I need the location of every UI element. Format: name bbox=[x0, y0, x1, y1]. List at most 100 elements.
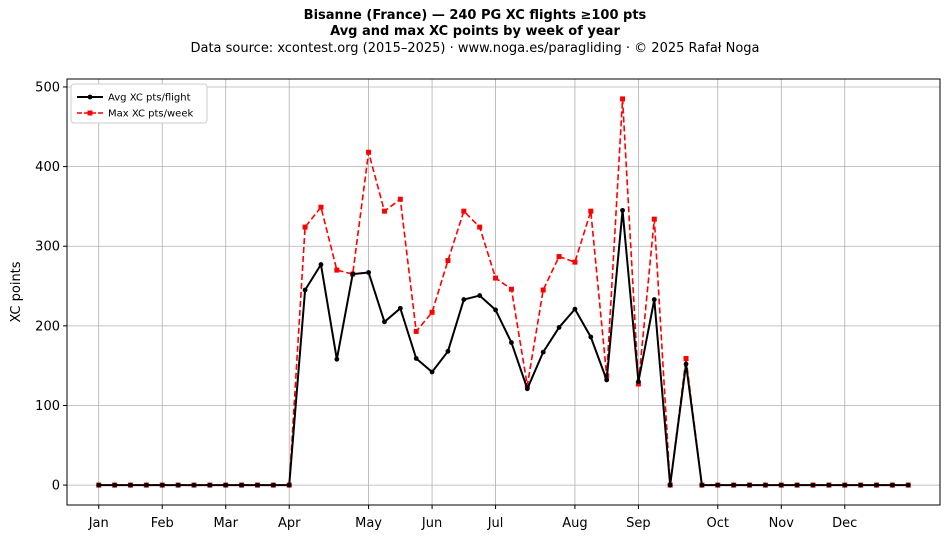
data-point-avg-xc-pts-flight bbox=[747, 482, 752, 488]
data-point-avg-xc-pts-flight bbox=[715, 482, 721, 488]
series-line-avg-xc-pts-flight bbox=[98, 209, 909, 487]
data-point-avg-xc-pts-flight bbox=[493, 307, 498, 313]
x-tick-label: Sep bbox=[626, 516, 651, 531]
data-point-max-xc-pts-week bbox=[318, 204, 324, 210]
legend-marker-avg-xc-pts-flight bbox=[87, 94, 93, 100]
data-point-max-xc-pts-week bbox=[413, 328, 419, 334]
data-point-avg-xc-pts-flight bbox=[270, 482, 276, 488]
data-point-avg-xc-pts-flight bbox=[286, 482, 292, 488]
data-point-avg-xc-pts-flight bbox=[636, 379, 641, 384]
data-point-avg-xc-pts-flight bbox=[842, 482, 848, 488]
data-point-max-xc-pts-week bbox=[620, 96, 626, 102]
legend: Avg XC pts/flight Max XC pts/week bbox=[70, 83, 208, 124]
data-point-avg-xc-pts-flight bbox=[350, 271, 356, 277]
x-tick-label: May bbox=[355, 516, 382, 531]
data-point-avg-xc-pts-flight bbox=[429, 369, 435, 375]
data-point-max-xc-pts-week bbox=[683, 355, 689, 361]
data-point-avg-xc-pts-flight bbox=[255, 482, 260, 488]
x-tick-label: Mar bbox=[213, 516, 238, 531]
x-tick-label: Jan bbox=[88, 516, 109, 531]
legend-marker-max-xc-pts-week bbox=[87, 110, 93, 116]
data-point-avg-xc-pts-flight bbox=[810, 482, 816, 488]
data-point-avg-xc-pts-flight bbox=[318, 262, 324, 267]
data-point-max-xc-pts-week bbox=[588, 208, 594, 214]
data-point-avg-xc-pts-flight bbox=[794, 482, 800, 488]
plot-frame bbox=[66, 78, 941, 506]
data-point-avg-xc-pts-flight bbox=[874, 482, 879, 488]
x-tick-label: Oct bbox=[707, 516, 729, 531]
data-point-max-xc-pts-week bbox=[381, 208, 387, 214]
data-point-avg-xc-pts-flight bbox=[413, 356, 419, 361]
x-tick-label: Jul bbox=[487, 516, 504, 531]
data-point-avg-xc-pts-flight bbox=[540, 349, 546, 355]
series-group bbox=[96, 96, 911, 488]
data-point-avg-xc-pts-flight bbox=[191, 482, 197, 488]
data-point-avg-xc-pts-flight bbox=[239, 482, 245, 488]
data-point-avg-xc-pts-flight bbox=[302, 287, 308, 293]
data-point-avg-xc-pts-flight bbox=[524, 386, 530, 392]
data-point-avg-xc-pts-flight bbox=[889, 482, 895, 488]
data-point-avg-xc-pts-flight bbox=[763, 482, 768, 488]
data-point-avg-xc-pts-flight bbox=[477, 293, 483, 298]
data-point-avg-xc-pts-flight bbox=[604, 377, 610, 383]
data-point-avg-xc-pts-flight bbox=[556, 325, 562, 330]
data-point-max-xc-pts-week bbox=[556, 254, 562, 260]
data-point-avg-xc-pts-flight bbox=[667, 482, 673, 488]
data-point-avg-xc-pts-flight bbox=[223, 482, 229, 488]
data-source-line: Data source: xcontest.org (2015–2025) · … bbox=[190, 41, 760, 56]
data-point-avg-xc-pts-flight bbox=[588, 334, 594, 340]
x-tick-label: Feb bbox=[151, 516, 174, 531]
data-point-max-xc-pts-week bbox=[334, 267, 340, 273]
data-point-avg-xc-pts-flight bbox=[572, 306, 578, 312]
data-point-avg-xc-pts-flight bbox=[905, 482, 911, 488]
data-point-avg-xc-pts-flight bbox=[143, 482, 149, 488]
data-point-avg-xc-pts-flight bbox=[699, 482, 705, 488]
data-point-max-xc-pts-week bbox=[445, 258, 451, 264]
y-axis-ticks: 0 100 200 300 400 500 bbox=[35, 80, 67, 494]
y-tick-label: 200 bbox=[35, 319, 60, 334]
data-point-avg-xc-pts-flight bbox=[509, 340, 514, 345]
legend-label-avg-xc-pts-flight: Avg XC pts/flight bbox=[108, 93, 191, 104]
chart-subtitle: Avg and max XC points by week of year bbox=[330, 24, 620, 39]
y-tick-label: 300 bbox=[35, 240, 60, 255]
x-tick-label: Dec bbox=[832, 516, 857, 531]
legend-label-max-xc-pts-week: Max XC pts/week bbox=[108, 109, 193, 120]
data-point-avg-xc-pts-flight bbox=[334, 356, 340, 362]
data-point-avg-xc-pts-flight bbox=[128, 482, 133, 488]
data-point-avg-xc-pts-flight bbox=[826, 482, 832, 488]
data-point-avg-xc-pts-flight bbox=[620, 207, 625, 213]
series-line-max-xc-pts-week bbox=[98, 98, 909, 486]
data-point-max-xc-pts-week bbox=[540, 287, 546, 293]
data-point-avg-xc-pts-flight bbox=[382, 319, 387, 325]
x-tick-label: Apr bbox=[278, 516, 301, 531]
data-point-max-xc-pts-week bbox=[572, 259, 578, 265]
data-point-max-xc-pts-week bbox=[397, 196, 403, 202]
data-point-avg-xc-pts-flight bbox=[461, 297, 467, 302]
x-axis-ticks: Jan Feb Mar Apr May Jun Jul Aug Sep Oct Nov Dec bbox=[88, 505, 857, 531]
y-axis-label: XC points bbox=[9, 261, 24, 322]
grid-lines bbox=[67, 79, 940, 505]
data-point-max-xc-pts-week bbox=[477, 224, 483, 230]
y-tick-label: 100 bbox=[35, 399, 60, 414]
data-point-max-xc-pts-week bbox=[493, 275, 499, 281]
data-point-max-xc-pts-week bbox=[508, 286, 514, 292]
data-point-avg-xc-pts-flight bbox=[175, 482, 181, 488]
x-tick-label: Aug bbox=[562, 516, 587, 531]
data-point-avg-xc-pts-flight bbox=[96, 482, 102, 488]
data-point-avg-xc-pts-flight bbox=[731, 482, 737, 488]
data-point-avg-xc-pts-flight bbox=[397, 305, 403, 311]
y-tick-label: 400 bbox=[35, 160, 60, 175]
data-point-avg-xc-pts-flight bbox=[651, 297, 657, 302]
y-tick-label: 0 bbox=[52, 479, 60, 494]
data-point-max-xc-pts-week bbox=[302, 224, 308, 230]
chart-title: Bisanne (France) — 240 PG XC flights ≥10… bbox=[303, 8, 647, 23]
data-point-max-xc-pts-week bbox=[524, 383, 530, 389]
data-point-avg-xc-pts-flight bbox=[683, 361, 689, 367]
data-point-avg-xc-pts-flight bbox=[207, 482, 213, 488]
chart-titles: Bisanne (France) — 240 PG XC flights ≥10… bbox=[0, 8, 950, 57]
data-point-max-xc-pts-week bbox=[651, 216, 657, 222]
data-point-max-xc-pts-week bbox=[461, 208, 467, 214]
data-point-avg-xc-pts-flight bbox=[778, 482, 784, 488]
data-point-avg-xc-pts-flight bbox=[159, 482, 165, 488]
